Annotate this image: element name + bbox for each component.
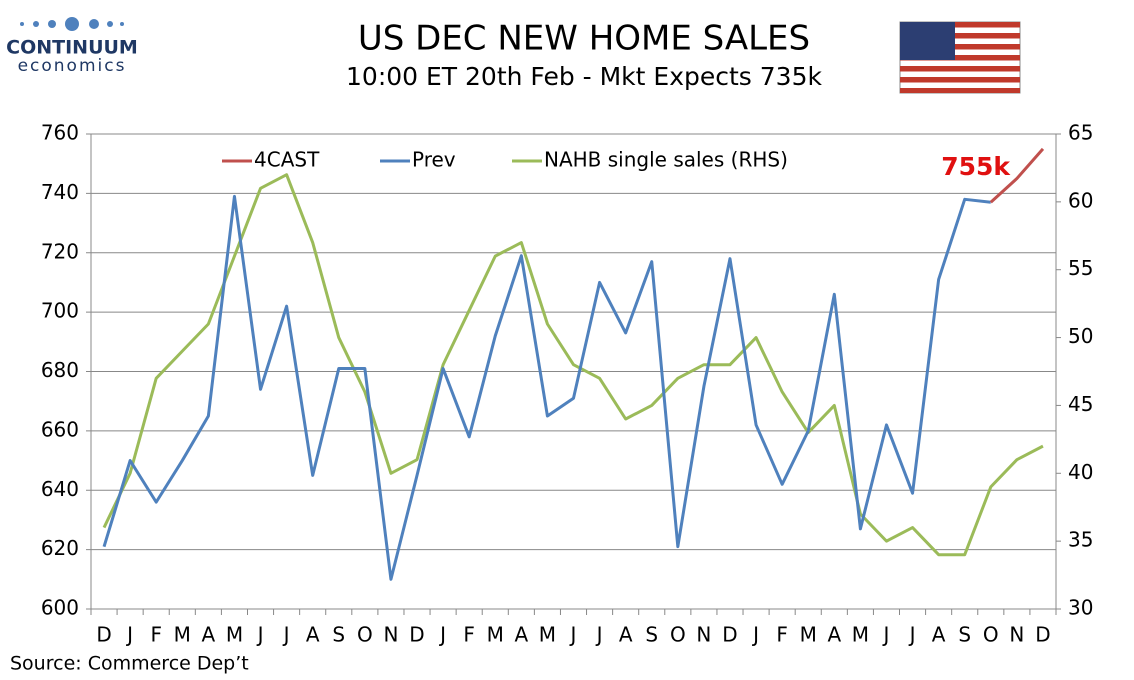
flag-stripe	[900, 44, 1020, 50]
x-tick-label: F	[463, 623, 475, 647]
x-tick-label: S	[958, 623, 971, 647]
flag-stripe	[900, 22, 1020, 28]
logo-dot	[33, 21, 39, 27]
x-tick-label: A	[619, 623, 633, 647]
x-tick-label: J	[282, 623, 290, 647]
x-tick-label: M	[487, 623, 504, 647]
x-tick-label: M	[852, 623, 869, 647]
x-tick-label: A	[514, 623, 528, 647]
x-tick-label: D	[722, 623, 737, 647]
x-tick-label: D	[1035, 623, 1050, 647]
x-tick-label: M	[226, 623, 243, 647]
y2-tick-label: 30	[1068, 596, 1093, 620]
y2-tick-label: 60	[1068, 188, 1093, 212]
legend-label: 4CAST	[254, 148, 320, 172]
x-tick-label: J	[569, 623, 577, 647]
x-tick-label: A	[932, 623, 946, 647]
y-tick-label: 620	[41, 536, 79, 560]
y-tick-label: 760	[41, 121, 79, 145]
flag	[899, 21, 1021, 94]
x-tick-label: J	[882, 623, 890, 647]
x-tick-label: O	[983, 623, 999, 647]
chart-title: US DEC NEW HOME SALES	[358, 19, 810, 59]
chart-subtitle: 10:00 ET 20th Feb - Mkt Expects 735k	[346, 62, 822, 91]
x-tick-label: A	[306, 623, 320, 647]
flag-stripe	[900, 55, 1020, 61]
y2-tick-label: 50	[1068, 324, 1093, 348]
logo-dot	[20, 22, 24, 26]
x-tick-label: M	[539, 623, 556, 647]
x-tick-label: S	[645, 623, 658, 647]
flag-stripe	[900, 88, 1020, 93]
x-tick-label: D	[96, 623, 111, 647]
logo-name: CONTINUUM	[6, 37, 138, 59]
y-tick-label: 680	[41, 358, 79, 382]
y2-tick-label: 40	[1068, 460, 1093, 484]
logo-dot	[48, 20, 56, 28]
flag-stripe	[900, 77, 1020, 83]
flag-stripe	[900, 33, 1020, 39]
x-tick-label: N	[696, 623, 711, 647]
x-tick-label: M	[174, 623, 191, 647]
series-line	[102, 173, 1044, 557]
source-note: Source: Commerce Dep’t	[10, 653, 249, 675]
y-tick-label: 660	[41, 417, 79, 441]
y-tick-label: 700	[41, 299, 79, 323]
x-tick-label: N	[383, 623, 398, 647]
series-line	[989, 147, 1045, 204]
x-tick-label: J	[908, 623, 916, 647]
x-tick-label: F	[776, 623, 788, 647]
y-tick-label: 720	[41, 239, 79, 263]
x-tick-label: J	[256, 623, 264, 647]
y2-tick-label: 65	[1068, 121, 1093, 145]
legend-label: NAHB single sales (RHS)	[544, 148, 788, 172]
flag-stripe	[900, 66, 1020, 72]
y2-tick-label: 45	[1068, 392, 1093, 416]
y-tick-label: 600	[41, 596, 79, 620]
y2-tick-label: 55	[1068, 256, 1093, 280]
x-tick-label: J	[125, 623, 133, 647]
x-tick-label: F	[150, 623, 162, 647]
y-tick-label: 740	[41, 180, 79, 204]
logo-dot	[89, 19, 99, 29]
x-tick-label: D	[409, 623, 424, 647]
annotation: 755k	[941, 152, 1011, 181]
x-tick-label: O	[670, 623, 686, 647]
x-tick-label: J	[438, 623, 446, 647]
y2-tick-label: 35	[1068, 528, 1093, 552]
logo-dot	[120, 22, 124, 26]
legend-label: Prev	[412, 148, 456, 172]
x-tick-label: J	[751, 623, 759, 647]
x-tick-label: N	[1009, 623, 1024, 647]
logo-tagline: economics	[18, 56, 127, 76]
y-tick-label: 640	[41, 477, 79, 501]
flag-canton	[900, 22, 955, 60]
x-tick-label: O	[357, 623, 373, 647]
logo-dot	[107, 21, 113, 27]
x-tick-label: A	[827, 623, 841, 647]
x-tick-label: J	[595, 623, 603, 647]
x-tick-label: M	[800, 623, 817, 647]
x-tick-label: S	[332, 623, 345, 647]
series-line	[102, 194, 991, 581]
logo: CONTINUUM economics	[6, 17, 138, 76]
logo-dot	[65, 17, 79, 31]
x-tick-label: A	[202, 623, 216, 647]
